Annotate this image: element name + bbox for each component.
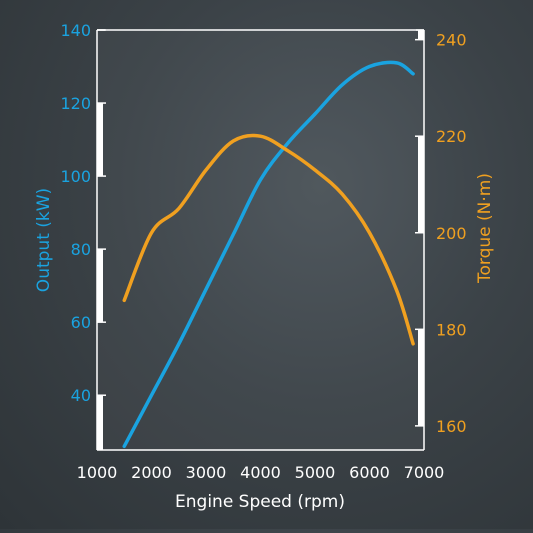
x-tick-label: 5000 bbox=[295, 463, 336, 482]
x-tick-group: 1000 2000 3000 4000 5000 6000 7000 bbox=[77, 463, 445, 482]
right-tick-label: 180 bbox=[436, 320, 467, 339]
left-axis-bar bbox=[97, 249, 103, 322]
y-left-axis-label: Output (kW) bbox=[34, 188, 54, 292]
x-tick-label: 4000 bbox=[240, 463, 281, 482]
y-right-axis-label: Torque (N·m) bbox=[475, 173, 495, 284]
right-tick-label: 160 bbox=[436, 417, 467, 436]
right-tick-label: 220 bbox=[436, 127, 467, 146]
right-axis-bar bbox=[418, 30, 424, 40]
right-axis-bar bbox=[418, 329, 424, 426]
right-tick-label: 240 bbox=[436, 31, 467, 50]
x-tick-label: 1000 bbox=[77, 463, 118, 482]
x-tick-label: 3000 bbox=[186, 463, 227, 482]
x-tick-label: 2000 bbox=[131, 463, 172, 482]
left-axis-bar-group bbox=[97, 103, 103, 450]
x-tick-label: 6000 bbox=[349, 463, 390, 482]
right-axis-bar bbox=[418, 136, 424, 233]
left-axis-bar bbox=[97, 103, 103, 176]
left-tick-label: 80 bbox=[71, 240, 91, 259]
x-tick-label: 7000 bbox=[404, 463, 445, 482]
left-tick-label: 100 bbox=[60, 167, 91, 186]
left-axis-bar bbox=[97, 395, 103, 450]
left-tick-label: 40 bbox=[71, 386, 91, 405]
left-tick-label: 140 bbox=[60, 21, 91, 40]
left-tick-label: 60 bbox=[71, 313, 91, 332]
x-axis-label: Engine Speed (rpm) bbox=[175, 492, 345, 512]
left-tick-label: 120 bbox=[60, 94, 91, 113]
right-tick-label: 200 bbox=[436, 224, 467, 243]
